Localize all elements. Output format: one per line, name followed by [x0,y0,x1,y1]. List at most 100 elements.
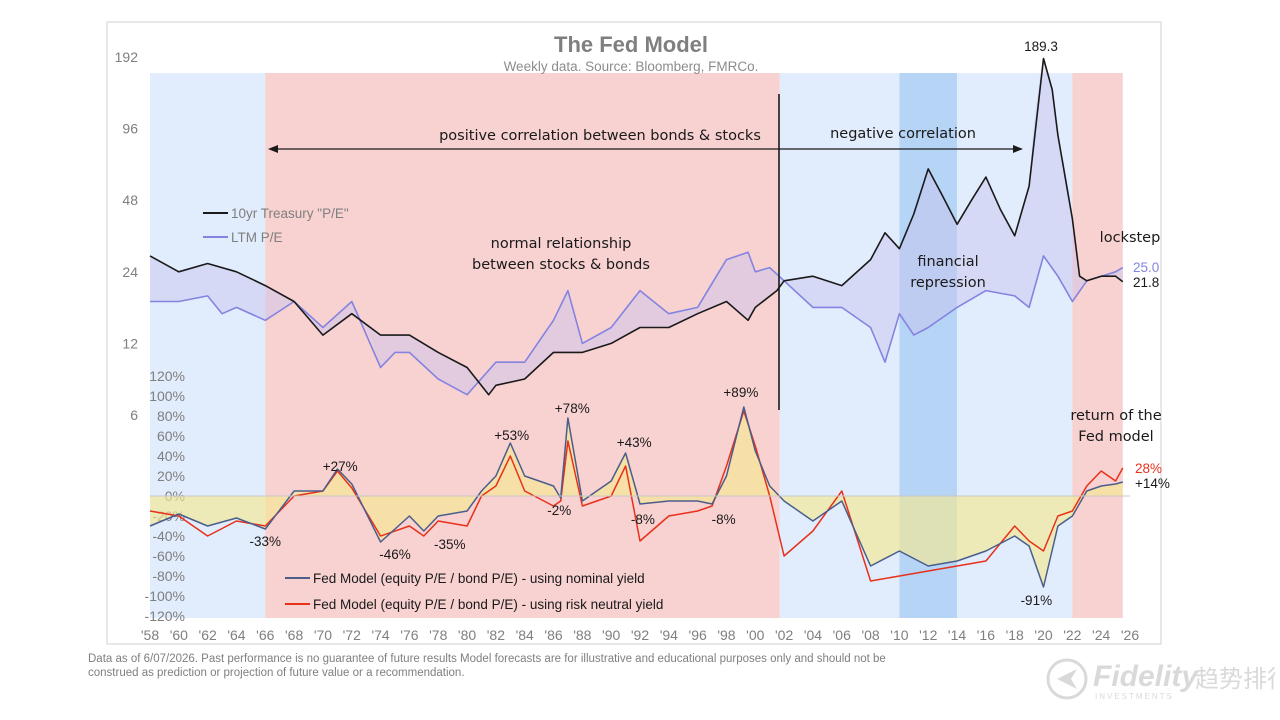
top-y-tick: 96 [122,121,138,137]
svg-text:INVESTMENTS: INVESTMENTS [1095,692,1174,701]
top-y-tick: 12 [122,335,138,351]
ltm-last-value: 25.0 [1133,260,1159,275]
bottom-y-tick: 40% [157,448,185,464]
positive-corr-label: positive correlation between bonds & sto… [439,128,761,144]
fed-model-fill [150,407,1123,587]
lockstep-label: lockstep [1100,230,1161,246]
top-y-tick: 6 [130,407,138,423]
x-axis-tick: '96 [689,627,707,643]
x-axis-tick: '90 [602,627,620,643]
peak-label: 189.3 [1024,39,1058,54]
bottom-y-tick: -120% [145,608,185,624]
return-fed-model-line2: Fed model [1078,429,1153,445]
x-axis-tick: '08 [861,627,879,643]
x-axis-tick: '74 [371,627,389,643]
regime-band-1 [265,73,780,618]
bottom-y-tick: 100% [149,388,185,404]
x-axis-tick: '84 [516,627,534,643]
x-axis-tick: '80 [458,627,476,643]
top-y-tick: 48 [122,192,138,208]
x-axis-tick: '04 [804,627,822,643]
data-label: +43% [617,435,652,450]
data-label: -46% [379,547,411,562]
fidelity-logo: Fidelity 趋势排行 INVESTMENTS [1046,658,1275,701]
svg-text:趋势排行: 趋势排行 [1195,665,1275,693]
nominal-last-value: +14% [1135,476,1170,491]
data-label: +27% [323,459,358,474]
data-label: +53% [494,428,529,443]
return-fed-model-line1: return of the [1070,408,1161,424]
x-axis-tick: '92 [631,627,649,643]
x-axis-tick: '16 [977,627,995,643]
x-axis-tick: '64 [227,627,245,643]
legend-ltm-pe: LTM P/E [231,230,283,245]
legend-bottom: Fed Model (equity P/E / bond P/E) - usin… [285,571,663,612]
treasury-last-value: 21.8 [1133,275,1159,290]
normal-relationship-line2: between stocks & bonds [472,257,650,273]
financial-repression-line1: financial [917,254,978,270]
data-label: -8% [712,512,736,527]
data-label: -35% [434,537,466,552]
x-axis-tick: '24 [1092,627,1110,643]
bottom-y-tick: 60% [157,428,185,444]
fidelity-logo-icon [1046,658,1088,700]
legend-top: 10yr Treasury "P/E" LTM P/E [203,206,349,245]
x-axis-tick: '02 [775,627,793,643]
top-spread-fill [150,58,1123,395]
negative-corr-arrow [779,145,1023,153]
x-axis-tick: '62 [199,627,217,643]
legend-risk-neutral: Fed Model (equity P/E / bond P/E) - usin… [313,597,663,612]
regime-band-0 [150,73,266,618]
chart-title: The Fed Model [554,32,708,57]
top-y-tick: 192 [115,49,139,65]
x-axis-tick: '66 [256,627,274,643]
footnote: Data as of 6/07/2026. Past performance i… [88,653,886,679]
financial-repression-line2: repression [910,275,986,291]
positive-corr-arrow [268,145,779,153]
x-axis-tick: '94 [660,627,678,643]
x-axis-tick: '58 [141,627,159,643]
legend-nominal: Fed Model (equity P/E / bond P/E) - usin… [313,571,645,586]
x-axis-tick: '78 [429,627,447,643]
risk-neutral-last-value: 28% [1135,461,1162,476]
negative-corr-label: negative correlation [830,126,976,142]
normal-relationship-line1: normal relationship [491,236,632,252]
bottom-y-tick: 80% [157,408,185,424]
x-axis-tick: '86 [544,627,562,643]
regime-band-5 [1072,73,1123,618]
bottom-y-tick: -100% [145,588,185,604]
x-axis-tick: '00 [746,627,764,643]
chart-subtitle: Weekly data. Source: Bloomberg, FMRCo. [504,59,759,74]
top-y-tick: 24 [122,264,138,280]
data-label: +78% [555,401,590,416]
x-axis-tick: '98 [717,627,735,643]
x-axis-tick: '82 [487,627,505,643]
x-axis-tick: '20 [1034,627,1052,643]
bottom-y-tick: -60% [152,548,185,564]
x-axis-tick: '26 [1121,627,1139,643]
x-axis-tick: '12 [919,627,937,643]
bottom-y-tick: 20% [157,468,185,484]
x-axis-tick: '72 [343,627,361,643]
x-axis-tick: '68 [285,627,303,643]
data-label: -91% [1021,593,1053,608]
data-label: -33% [250,534,282,549]
x-axis-tick: '18 [1006,627,1024,643]
data-label: -8% [631,512,655,527]
x-axis-tick: '70 [314,627,332,643]
data-label: +89% [723,385,758,400]
bottom-y-tick: 120% [149,368,185,384]
bottom-y-tick: -40% [152,528,185,544]
x-axis-tick: '06 [833,627,851,643]
x-axis-tick: '60 [170,627,188,643]
risk-neutral-line [149,410,1124,582]
ltm-pe-line [150,251,1124,396]
x-axis-tick: '22 [1063,627,1081,643]
data-label: -2% [547,503,571,518]
x-axis-tick: '10 [890,627,908,643]
nominal-line [149,406,1124,588]
treasury-pe-line [149,57,1124,396]
bottom-y-tick: -80% [152,568,185,584]
svg-text:Fidelity: Fidelity [1093,660,1199,693]
